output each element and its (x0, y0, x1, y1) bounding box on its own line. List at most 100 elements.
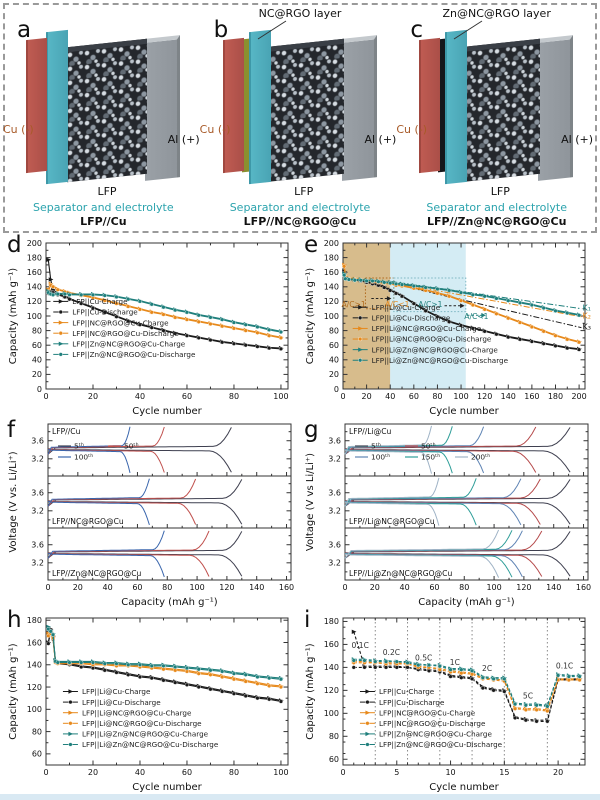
discharge-marker (173, 315, 178, 320)
panel-letter-b: b (213, 17, 229, 43)
y-tick-label: 80 (329, 326, 339, 335)
charge-marker (358, 305, 363, 310)
discharge-curve (344, 449, 432, 474)
callout-line (454, 20, 483, 40)
panel-d-chart: d 0 20 40 60 80 100 0 20 40 60 80 100 120 140 160 180 200… (6, 234, 300, 418)
discharge-marker (196, 319, 201, 324)
discharge-marker (50, 632, 56, 637)
x-tick-label: 160 (279, 583, 294, 592)
discharge-marker (149, 676, 154, 681)
legend-entry: LFP||NC@RGO@Cu-Charge (359, 708, 476, 717)
discharge-marker (267, 676, 272, 681)
legend-entry: LFP||Zn@NC@RGO@Cu-Discharge (359, 740, 503, 749)
al-electrode (538, 35, 574, 181)
shaded-region (343, 243, 391, 389)
y-tick-label: 60 (329, 755, 339, 764)
discharge-marker (362, 665, 367, 670)
discharge-marker (278, 684, 284, 690)
legend-entry: LFP||Li@Cu-Charge (352, 303, 441, 312)
y-tick-label: 3.6 (328, 489, 341, 498)
series-LFP||Li@Zn@NC@RGO@Cu-Charge (46, 624, 284, 681)
discharge-marker (365, 721, 370, 726)
y-tick-label: 120 (324, 297, 339, 306)
discharge-marker (126, 672, 131, 677)
legend-entry: LFP||Zn@NC@RGO@Cu-Charge (53, 340, 186, 349)
y-tick-label: 180 (324, 617, 339, 626)
discharge-marker (517, 300, 523, 305)
discharge-marker (243, 693, 248, 699)
discharge-marker (405, 665, 410, 670)
x-tick-label: 80 (229, 768, 239, 777)
x-tick-label: 60 (429, 583, 439, 592)
discharge-marker (278, 329, 284, 335)
discharge-marker (388, 288, 393, 293)
legend-label: LFP||Zn@NC@RGO@Cu-Discharge (379, 740, 503, 749)
lfp-block (263, 38, 344, 183)
panel-letter-e: e (304, 232, 319, 258)
shaded-region (390, 243, 466, 389)
x-tick-label: 180 (548, 392, 563, 401)
discharge-marker (55, 291, 60, 297)
y-tick-label: 3.6 (31, 489, 44, 498)
discharge-curve (47, 448, 165, 473)
discharge-marker (376, 279, 381, 284)
charge-marker (68, 731, 74, 737)
x-tick-label: 40 (400, 583, 410, 592)
page-bottom-strip (0, 794, 600, 800)
annotation-text: A/C>1 (341, 300, 365, 309)
discharge-curve (47, 500, 150, 526)
y-tick-label: 140 (27, 283, 42, 292)
discharge-marker (173, 308, 178, 313)
discharge-marker (126, 319, 131, 324)
series-LFP||Cu-Discharge (46, 289, 284, 351)
annotation-text: A/C<1 (464, 312, 488, 321)
discharge-marker (114, 661, 119, 666)
discharge-marker (502, 676, 507, 681)
x-tick-label: 200 (571, 392, 586, 401)
discharge-marker (494, 332, 499, 337)
discharge-marker (62, 291, 67, 297)
discharge-marker (405, 660, 410, 665)
discharge-marker (342, 273, 347, 278)
discharge-marker (220, 340, 225, 345)
x-tick-label: 60 (409, 392, 419, 401)
discharge-marker (358, 336, 363, 342)
discharge-marker (102, 661, 107, 666)
y-tick-label: 200 (324, 239, 339, 248)
legend-label: LFP||Zn@NC@RGO@Cu-Discharge (72, 350, 196, 359)
x-tick-label: 0 (340, 768, 345, 777)
legend-label: LFP||Zn@NC@RGO@Cu-Charge (72, 340, 186, 349)
discharge-marker (448, 674, 453, 679)
discharge-marker (196, 667, 201, 672)
legend-label: 200ᵗʰ (471, 453, 490, 462)
cu-electrode (222, 37, 244, 174)
discharge-marker (149, 663, 154, 668)
discharge-marker (358, 315, 363, 320)
x-tick-label: 0 (342, 583, 347, 592)
discharge-marker (576, 340, 582, 345)
x-tick-label: 140 (546, 583, 561, 592)
discharge-curve (344, 553, 500, 578)
discharge-marker (184, 333, 190, 338)
discharge-marker (447, 319, 452, 324)
legend-label: LFP||NC@RGO@Cu-Charge (379, 708, 476, 717)
discharge-marker (50, 284, 56, 289)
discharge-marker (435, 291, 440, 296)
discharge-marker (255, 696, 260, 701)
discharge-marker (470, 326, 475, 331)
discharge-marker (149, 325, 154, 330)
discharge-marker (126, 662, 131, 667)
charge-marker (351, 629, 357, 634)
discharge-marker (68, 699, 73, 705)
panel-letter-h: h (7, 607, 22, 633)
legend-entry: LFP||NC@RGO@Cu-Discharge (359, 719, 486, 728)
legend-label: 5ᵗʰ (371, 442, 381, 451)
discharge-marker (231, 320, 237, 325)
cell-name: LFP//Cu (80, 215, 127, 228)
discharge-marker (480, 685, 485, 691)
legend-entry: LFP||Li@NC@RGO@Cu-Charge (352, 324, 482, 333)
annotation-text: 0.1C (556, 662, 573, 671)
schematic-cell-b: b NC@RGO layer Cu (-) Al (+) LFP Separator an… (200, 5, 399, 231)
y-axis-label: Capacity (mAh g⁻¹) (305, 643, 316, 740)
